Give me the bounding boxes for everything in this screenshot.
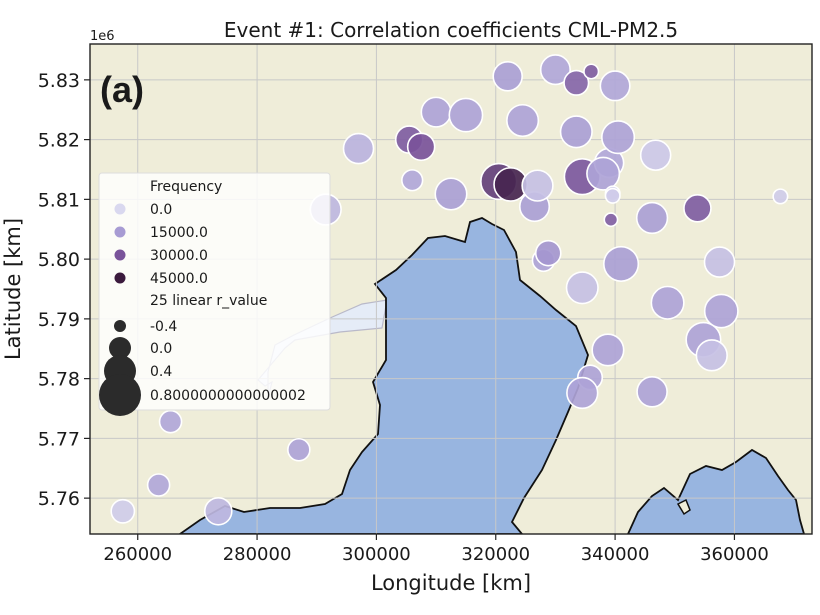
island xyxy=(676,498,691,516)
y-tick-label: 5.77 xyxy=(38,428,80,450)
data-point xyxy=(146,473,171,497)
data-point xyxy=(406,132,436,162)
data-points xyxy=(110,54,789,526)
y-tick-label: 5.78 xyxy=(38,369,80,391)
y-offset-text: 1e6 xyxy=(90,29,115,44)
y-tick-label: 5.80 xyxy=(38,249,80,271)
y-tick-label: 5.79 xyxy=(38,309,80,331)
legend: Frequency 0.0 15000.0 30000.0 45000.0 25 li… xyxy=(98,172,331,416)
data-point xyxy=(601,120,636,155)
legend-color-label: 30000.0 xyxy=(150,248,208,264)
y-tick-label: 5.81 xyxy=(38,189,80,211)
legend-size-label: -0.4 xyxy=(150,319,177,335)
x-tick-label: 300000 xyxy=(342,544,411,565)
legend-color-swatch xyxy=(114,203,126,215)
y-tick-label: 5.82 xyxy=(38,130,80,152)
legend-color-label: 15000.0 xyxy=(150,225,208,241)
data-point xyxy=(683,194,712,223)
data-point xyxy=(635,201,669,235)
data-point xyxy=(287,437,311,462)
y-tick-label: 5.83 xyxy=(38,70,80,92)
panel-label: (a) xyxy=(100,69,144,110)
data-point xyxy=(110,498,136,524)
y-axis-label: Latitude [km] xyxy=(1,218,25,360)
legend-size-label: 0.8000000000000002 xyxy=(150,388,306,404)
data-point xyxy=(342,132,375,165)
data-point xyxy=(591,333,625,367)
x-axis-ticks: 260000 280000 300000 320000 340000 360000 xyxy=(103,534,769,565)
data-point xyxy=(650,285,685,320)
chart-title: Event #1: Correlation coefficients CML-P… xyxy=(224,18,678,42)
x-tick-label: 280000 xyxy=(223,544,292,565)
plot-area xyxy=(89,43,813,535)
data-point xyxy=(492,60,523,92)
data-point xyxy=(639,139,672,171)
x-tick-label: 360000 xyxy=(700,544,769,565)
legend-size-label: 0.0 xyxy=(150,341,172,357)
legend-color-title: Frequency xyxy=(150,179,222,195)
legend-size-marker xyxy=(114,320,126,332)
data-point xyxy=(563,69,590,96)
y-tick-label: 5.76 xyxy=(38,488,80,510)
data-point xyxy=(539,54,571,86)
data-point xyxy=(506,103,540,138)
legend-box xyxy=(98,172,331,411)
plot-frame xyxy=(89,43,813,535)
x-tick-label: 320000 xyxy=(461,544,530,565)
data-point xyxy=(565,271,599,305)
data-point xyxy=(695,339,728,372)
data-point xyxy=(583,63,600,80)
data-point xyxy=(203,496,233,526)
legend-size-entries: -0.4 0.0 0.4 0.8000000000000002 xyxy=(99,319,306,416)
legend-color-swatch xyxy=(114,249,126,261)
data-point xyxy=(599,70,631,102)
data-point xyxy=(420,96,452,128)
data-point xyxy=(534,239,562,267)
legend-color-label: 45000.0 xyxy=(150,271,208,287)
data-point xyxy=(603,245,640,282)
x-axis-label: Longitude [km] xyxy=(371,571,531,595)
data-point xyxy=(604,187,621,204)
data-point xyxy=(636,375,668,408)
legend-color-swatch xyxy=(114,272,126,284)
legend-color-entries: 0.0 15000.0 30000.0 45000.0 xyxy=(114,202,208,287)
legend-size-marker xyxy=(99,374,141,416)
legend-size-title: 25 linear r_value xyxy=(150,293,267,309)
data-point xyxy=(521,169,554,202)
data-point xyxy=(603,212,619,228)
data-point xyxy=(703,246,736,278)
y-axis-ticks: 5.76 5.77 5.78 5.79 5.80 5.81 5.82 5.83 xyxy=(38,70,90,510)
legend-size-label: 0.4 xyxy=(150,364,172,380)
x-tick-label: 260000 xyxy=(103,544,172,565)
data-point xyxy=(566,376,599,410)
data-point xyxy=(448,97,484,133)
data-point xyxy=(158,409,183,434)
water-region-southeast xyxy=(627,448,805,534)
data-point xyxy=(401,169,424,192)
data-point xyxy=(434,177,468,211)
x-tick-label: 340000 xyxy=(581,544,650,565)
data-point xyxy=(559,115,593,149)
data-point xyxy=(586,156,621,191)
legend-color-swatch xyxy=(114,226,126,238)
legend-size-marker xyxy=(109,337,131,359)
data-point xyxy=(772,188,789,205)
legend-color-label: 0.0 xyxy=(150,202,172,218)
data-point xyxy=(703,293,739,329)
